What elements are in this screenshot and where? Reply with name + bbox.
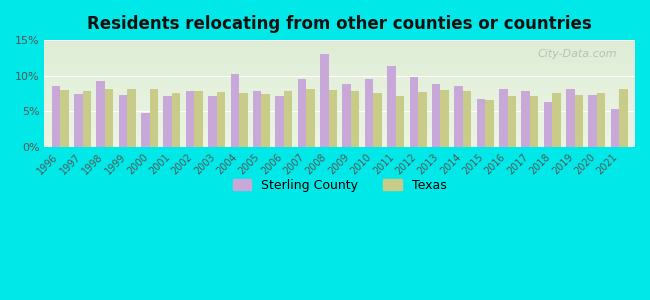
Bar	[164, 96, 172, 147]
Bar	[306, 89, 315, 147]
Bar	[351, 91, 359, 147]
Bar	[320, 54, 328, 147]
Bar	[544, 102, 552, 147]
Bar	[83, 91, 91, 147]
Bar	[463, 91, 471, 147]
Bar	[432, 84, 441, 147]
Bar	[74, 94, 83, 147]
Bar	[521, 92, 530, 147]
Bar	[239, 93, 248, 147]
Bar	[105, 89, 113, 147]
Bar	[396, 97, 404, 147]
Bar	[619, 89, 628, 147]
Bar	[476, 99, 485, 147]
Bar	[186, 91, 194, 147]
Bar	[328, 90, 337, 147]
Bar	[552, 93, 561, 147]
Bar	[485, 100, 493, 147]
Bar	[208, 97, 216, 147]
Bar	[216, 92, 225, 147]
Bar	[127, 89, 136, 147]
Title: Residents relocating from other counties or countries: Residents relocating from other counties…	[87, 15, 592, 33]
Bar	[454, 86, 463, 147]
Bar	[499, 88, 508, 147]
Bar	[284, 92, 292, 147]
Bar	[141, 113, 150, 147]
Bar	[530, 97, 538, 147]
Bar	[276, 97, 284, 147]
Bar	[119, 95, 127, 147]
Bar	[410, 77, 418, 147]
Bar	[261, 94, 270, 147]
Bar	[96, 81, 105, 147]
Legend: Sterling County, Texas: Sterling County, Texas	[227, 173, 452, 196]
Text: City-Data.com: City-Data.com	[538, 49, 618, 59]
Bar	[588, 95, 597, 147]
Bar	[150, 89, 158, 147]
Bar	[597, 93, 605, 147]
Bar	[611, 109, 619, 147]
Bar	[298, 80, 306, 147]
Bar	[231, 74, 239, 147]
Bar	[575, 95, 583, 147]
Bar	[172, 93, 181, 147]
Bar	[51, 86, 60, 147]
Bar	[343, 84, 351, 147]
Bar	[387, 66, 396, 147]
Bar	[441, 90, 449, 147]
Bar	[194, 91, 203, 147]
Bar	[373, 93, 382, 147]
Bar	[253, 91, 261, 147]
Bar	[508, 96, 516, 147]
Bar	[365, 80, 373, 147]
Bar	[60, 90, 69, 147]
Bar	[418, 92, 426, 147]
Bar	[566, 88, 575, 147]
